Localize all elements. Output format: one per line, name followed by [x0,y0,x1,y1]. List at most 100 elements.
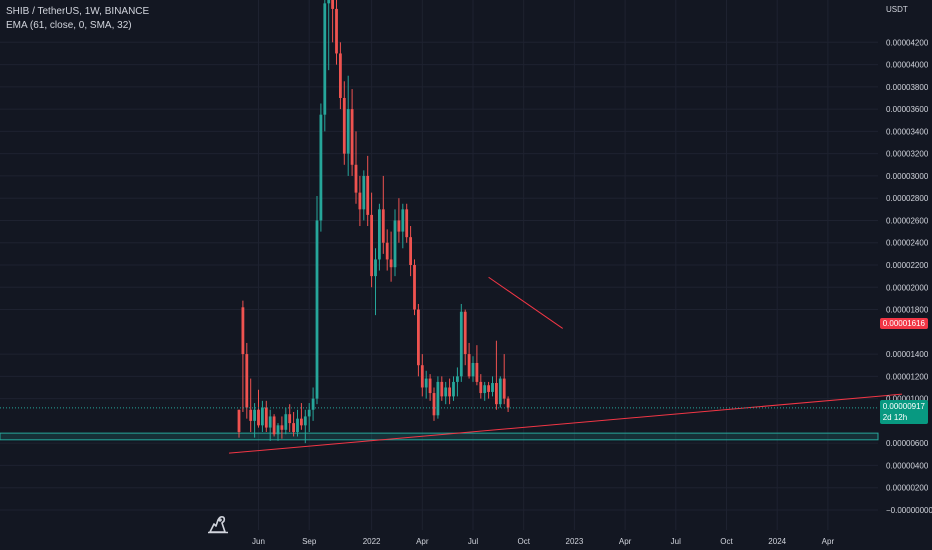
last-price-tag: 0.00001616 [879,318,928,329]
candle-body [339,53,342,98]
candle-body [253,409,256,421]
y-tick-label: 0.00001400 [886,350,929,359]
candle-body [370,214,373,277]
candle-body [268,416,272,428]
y-tick-label: 0.00000200 [886,484,929,493]
candle-body [366,175,370,215]
candle-body [401,209,405,232]
y-tick-label: 0.00002800 [886,194,929,203]
y-tick-label: 0.00002200 [886,261,929,270]
x-tick-label: Jul [671,537,681,546]
candle-body [276,425,280,435]
time-axis[interactable]: Jun Sep 2022 Apr Jul Oct 2023 Apr Jul Oct 2024 Apr [252,537,834,546]
x-tick-label: Apr [822,537,835,546]
y-tick-label: 0.00001800 [886,306,929,315]
candle-body [409,237,412,265]
candle-body [479,381,483,394]
candle-body [440,381,444,397]
candle-body [296,418,299,433]
indicator-legend[interactable]: EMA (61, close, 0, SMA, 32) [6,20,132,31]
y-tick-label: 0.00001200 [886,372,929,381]
x-tick-label: Apr [416,537,429,546]
bar-countdown: 2d 12h [882,413,908,422]
candle-body [342,97,346,154]
candle-body [385,242,389,260]
candle-body [483,385,487,394]
candle-body [498,378,502,405]
y-tick-label: 0.00003000 [886,172,929,181]
y-tick-label: 0.00004000 [886,61,929,70]
candle-body [459,311,463,377]
x-tick-label: 2023 [566,537,584,546]
candle-body [257,409,260,426]
symbol-title: SHIB / TetherUS, 1W, BINANCE [6,6,150,17]
candle-body [452,381,455,397]
candle-body [491,383,494,392]
candle-body [432,393,436,416]
x-tick-label: Jul [468,537,478,546]
candle-body [378,209,381,260]
candle-body [354,164,358,193]
candle-body [417,309,420,366]
support-zone [0,432,879,441]
candle-body [471,362,475,377]
candle-body [374,259,377,277]
y-tick-label: 0.00001000 [886,395,929,404]
candle-body [444,387,448,397]
candle-body [350,109,354,165]
candle-body [319,114,323,221]
price-axis[interactable]: USDT 0.00004200 0.00004000 0.00003800 0.0000… [886,5,932,515]
y-tick-label: 0.00003400 [886,127,929,136]
y-tick-label: 0.00002400 [886,239,929,248]
candle-body [389,259,393,268]
candle-body [397,220,401,232]
y-tick-label: 0.00002000 [886,283,929,292]
candle-body [487,385,490,392]
x-tick-label: Oct [720,537,733,546]
y-tick-label: 0.00000600 [886,439,929,448]
y-tick-label: −0.00000000 [886,506,932,515]
candle-body [393,220,397,268]
candle-body [307,409,311,417]
candle-body [272,416,276,435]
candle-body [331,0,334,9]
x-tick-label: Oct [517,537,530,546]
candle-body [436,381,440,416]
candle-body [311,398,315,410]
y-tick-label: 0.00000400 [886,461,929,470]
x-tick-label: 2022 [363,537,381,546]
candle-body [463,311,467,355]
x-tick-label: Sep [302,537,317,546]
candle-body [335,8,338,54]
candle-body [362,175,366,210]
candle-body [241,307,245,355]
tradingview-dino-icon[interactable] [206,512,232,536]
x-tick-label: Jun [252,537,265,546]
candles-layer [237,0,510,444]
candle-body [300,418,303,426]
y-tick-label: 0.00003800 [886,83,929,92]
candle-body [456,376,459,382]
candle-body [420,365,424,388]
y-tick-label: 0.00004200 [886,38,929,47]
y-tick-label: 0.00003200 [886,150,929,159]
candle-body [292,423,295,433]
candle-body [249,409,253,421]
y-tick-label: 0.00003600 [886,105,929,114]
support-trendline [228,393,903,454]
x-tick-label: Apr [619,537,632,546]
candle-body [280,425,284,430]
candle-body [323,3,327,115]
current-price-tag: 0.00000917 2d 12h [879,400,928,424]
candle-body [495,383,498,405]
candle-body [502,378,506,399]
currency-label: USDT [886,5,908,14]
resistance-trendline [488,276,563,329]
candle-body [327,0,331,4]
candle-body [315,220,319,399]
candle-body [288,414,292,424]
candle-body [264,407,268,428]
candle-body [261,407,264,426]
candle-body [428,378,432,394]
